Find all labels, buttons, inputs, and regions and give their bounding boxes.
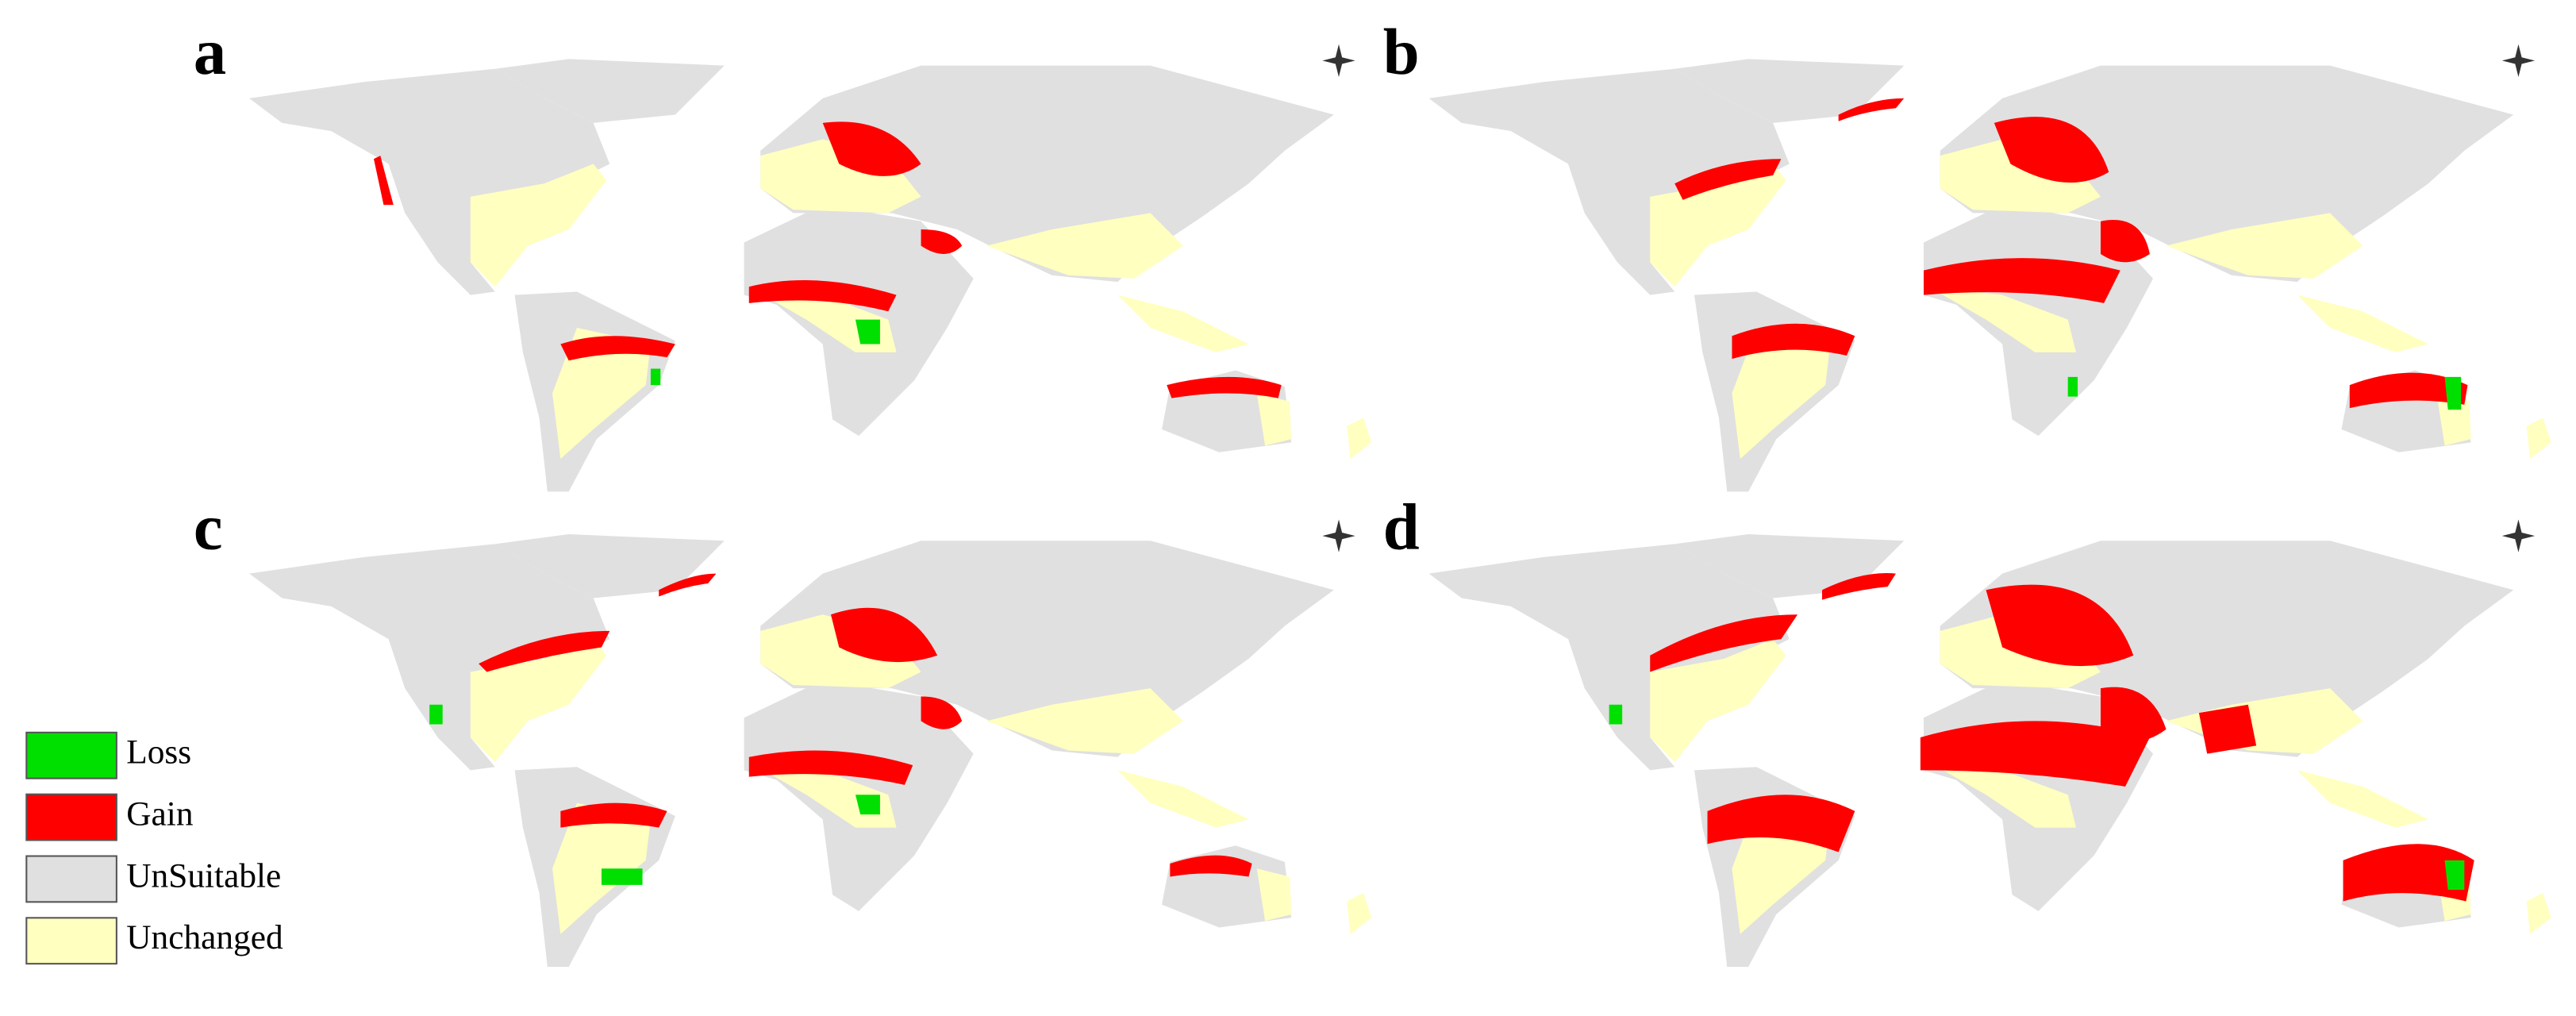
legend-swatch: [25, 793, 117, 841]
map-panel: d: [1383, 491, 2551, 968]
legend-label: UnSuitable: [126, 856, 281, 895]
legend-swatch: [25, 917, 117, 965]
map-panel: a: [194, 15, 1372, 492]
legend-label: Loss: [126, 733, 191, 772]
map-panel: b: [1383, 15, 2551, 492]
legend-swatch: [25, 731, 117, 779]
legend-label: Unchanged: [126, 918, 283, 956]
map-panel: c: [194, 491, 1372, 968]
legend-swatch: [25, 855, 117, 903]
legend-label: Gain: [126, 795, 194, 833]
panel-label: c: [194, 491, 223, 564]
panel-label: a: [194, 15, 226, 88]
legend: Loss Gain UnSuitable Unchanged: [25, 731, 283, 965]
panel-label: d: [1383, 491, 1420, 564]
panel-label: b: [1383, 15, 1420, 88]
